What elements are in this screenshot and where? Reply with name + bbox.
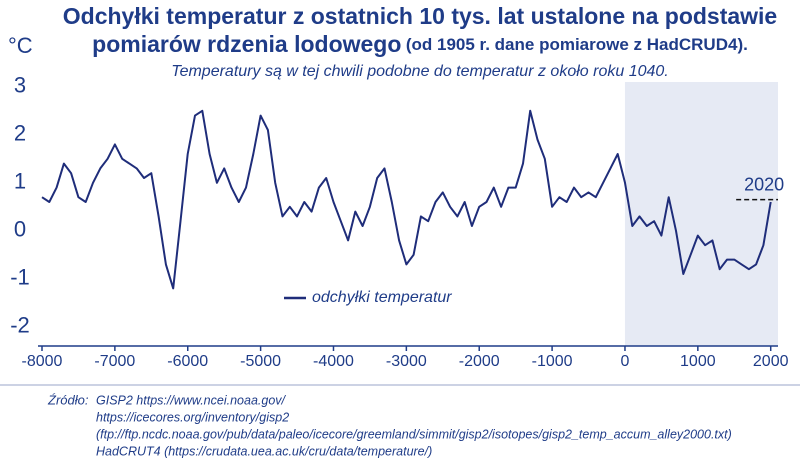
x-tick-label: 1000 — [680, 353, 716, 370]
x-tick-label: -5000 — [240, 353, 281, 370]
x-tick-label: -4000 — [313, 353, 354, 370]
source-line: (ftp://ftp.ncdc.noaa.gov/pub/data/paleo/… — [96, 427, 732, 441]
y-tick-label: 1 — [14, 169, 26, 194]
x-tick-label: -6000 — [167, 353, 208, 370]
source-label: Źródło: — [47, 392, 89, 407]
chart-title: Odchyłki temperatur z ostatnich 10 tys. … — [63, 3, 777, 29]
x-tick-label: -2000 — [459, 353, 500, 370]
y-tick-label: 3 — [14, 73, 26, 98]
annotation-label: 2020 — [744, 174, 784, 194]
legend-label: odchyłki temperatur — [312, 289, 452, 306]
source-line: GISP2 https://www.ncei.noaa.gov/ — [96, 393, 287, 407]
title-note: (od 1905 r. dane pomiarowe z HadCRUD4). — [406, 35, 748, 54]
x-tick-label: -3000 — [386, 353, 427, 370]
x-tick-label: 2000 — [753, 353, 789, 370]
x-tick-label: 0 — [621, 353, 630, 370]
x-tick-label: -7000 — [94, 353, 135, 370]
source-line: HadCRUT4 (https://crudata.uea.ac.uk/cru/… — [96, 444, 432, 458]
title-main: pomiarów rdzenia lodowego — [92, 31, 401, 57]
y-tick-label: -2 — [10, 313, 30, 338]
y-unit-label: °C — [8, 33, 33, 58]
shaded-region — [624, 82, 778, 346]
y-tick-label: 2 — [14, 121, 26, 146]
x-tick-label: -1000 — [532, 353, 573, 370]
x-tick-label: -8000 — [22, 353, 63, 370]
y-tick-label: 0 — [14, 217, 26, 242]
data-line — [41, 109, 772, 290]
chart-subtitle: Temperatury są w tej chwili podobne do t… — [171, 63, 668, 80]
y-tick-label: -1 — [10, 265, 30, 290]
chart-title-line2: pomiarów rdzenia lodowego (od 1905 r. da… — [92, 31, 748, 57]
source-line: https://icecores.org/inventory/gisp2 — [96, 410, 289, 424]
